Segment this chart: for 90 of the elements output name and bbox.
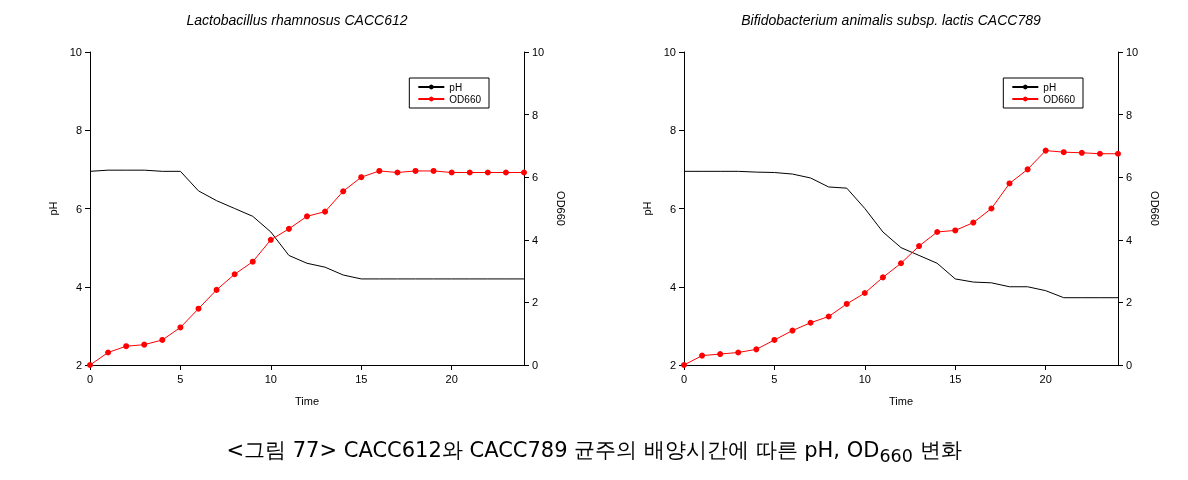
x-tick-label: 10 [858,372,871,385]
point [934,228,941,235]
y2-axis-title: OD660 [1148,191,1161,226]
y2-tick-label: 10 [532,46,545,58]
point [358,174,365,181]
y2-tick-label: 0 [532,359,539,371]
point [376,167,383,174]
point [771,336,778,343]
point [430,167,437,174]
y2-tick-label: 8 [1126,108,1133,121]
y2-axis-title: OD660 [554,191,567,226]
point [322,208,329,215]
y2-tick-label: 6 [1126,171,1133,184]
y-tick-label: 8 [75,124,82,137]
chart-title: Lactobacillus rhamnosus CACC612 [186,12,408,28]
x-tick-label: 0 [86,372,94,385]
point [735,349,742,356]
point [177,324,184,331]
point [267,236,274,243]
point [1078,149,1085,156]
y2-tick-label: 8 [532,108,539,121]
y-tick-label: 4 [669,280,676,293]
point [699,352,706,359]
y-tick-label: 8 [669,124,676,137]
x-tick-label: 10 [264,372,277,385]
legend-label: pH [1043,81,1057,93]
point [843,300,850,307]
point [789,327,796,334]
point [304,213,310,220]
point [1006,180,1013,187]
y-axis-title: pH [640,201,653,216]
point [988,205,995,212]
chart-title: Bifidobacterium animalis subsp. lactis CACC789 [741,12,1041,28]
point [879,274,886,281]
y2-tick-label: 10 [1126,46,1139,58]
point [861,290,868,297]
point [231,271,238,278]
x-tick-label: 15 [949,372,962,385]
y-tick-label: 4 [75,280,82,293]
legend-label: OD660 [449,93,482,105]
point [141,341,148,348]
point [448,169,455,176]
point [717,351,724,358]
point [970,219,977,226]
point [898,260,904,267]
x-tick-label: 5 [771,372,778,385]
y-tick-label: 6 [75,202,82,215]
point [521,169,527,176]
point [753,346,760,353]
y2-tick-label: 2 [532,296,539,309]
point [807,319,814,326]
x-tick-label: 15 [355,372,368,385]
x-tick-label: 20 [445,372,458,385]
point [502,169,509,176]
x-tick-label: 20 [1039,372,1052,385]
x-tick-label: 5 [177,372,184,385]
point [1024,166,1031,173]
point [285,225,292,232]
point [159,336,166,343]
y-tick-label: 10 [663,46,676,58]
y2-tick-label: 4 [532,233,539,246]
y2-tick-label: 2 [1126,296,1133,309]
point [213,286,220,293]
point [123,343,130,350]
y2-tick-label: 4 [1126,233,1133,246]
legend-label: pH [449,81,463,93]
point [1096,150,1103,157]
point [340,188,347,195]
legend-label: OD660 [1043,93,1076,105]
x-axis-title: Time [294,394,320,407]
y-tick-label: 2 [75,359,82,371]
point [394,169,401,176]
y-tick-label: 2 [669,359,676,371]
y2-tick-label: 0 [1126,359,1133,371]
y-tick-label: 6 [669,202,676,215]
point [105,349,112,356]
point [1042,147,1049,154]
x-axis-title: Time [888,394,914,407]
x-tick-label: 0 [680,372,688,385]
point [916,243,923,250]
y2-tick-label: 6 [532,171,539,184]
y-tick-label: 10 [69,46,82,58]
point [484,169,491,176]
text: <그림 77> CACC612와 CACC789 균주의 배양시간에 따른 pH, OD$_{660}$ 변화 [225,437,963,467]
point [1060,149,1067,156]
point [952,227,959,234]
point [1115,150,1121,157]
point [412,167,419,174]
point [249,258,256,265]
y-axis-title: pH [46,201,59,216]
